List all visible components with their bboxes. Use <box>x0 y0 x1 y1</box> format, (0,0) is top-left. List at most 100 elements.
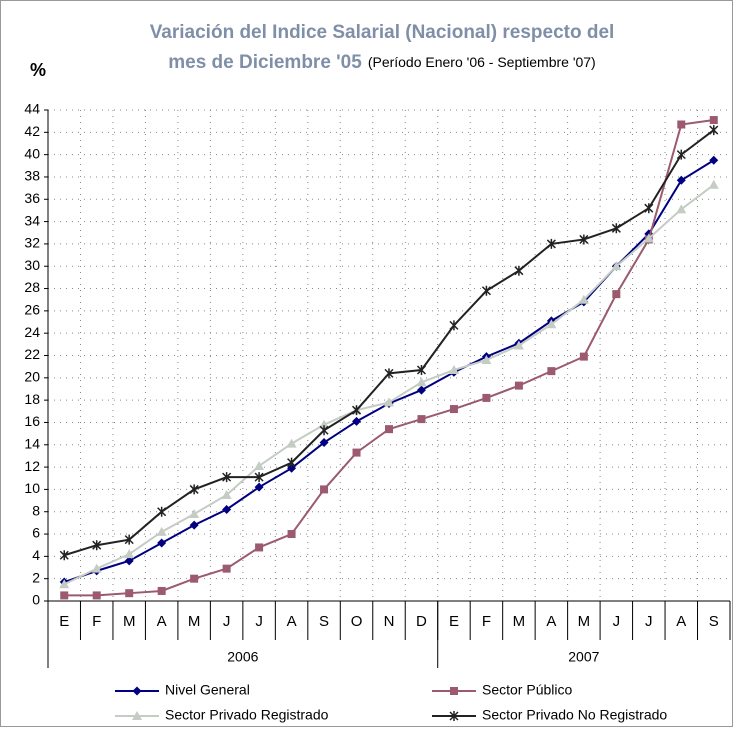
y-tick-label: 0 <box>32 592 40 608</box>
y-tick-label: 12 <box>24 458 40 474</box>
series-marker <box>189 508 200 518</box>
y-tick-label: 34 <box>24 212 40 228</box>
x-tick-label: A <box>287 613 297 630</box>
y-tick-label: 18 <box>24 391 40 407</box>
series-marker <box>124 556 134 566</box>
x-group-label: 2007 <box>568 649 599 665</box>
chart-title: Variación del Indice Salarial (Nacional)… <box>150 22 615 43</box>
series-marker <box>255 543 264 552</box>
series-marker <box>125 589 134 598</box>
series-marker <box>611 261 622 271</box>
y-tick-label: 16 <box>24 413 40 429</box>
series-marker <box>287 457 297 468</box>
series-marker <box>157 506 167 517</box>
x-tick-label: J <box>223 613 231 630</box>
series-marker <box>709 155 719 165</box>
y-tick-label: 14 <box>24 435 40 451</box>
series-marker <box>449 405 458 414</box>
series-marker <box>708 179 719 189</box>
series-marker <box>190 574 199 583</box>
series-marker <box>385 425 393 434</box>
series-marker <box>514 381 523 390</box>
x-tick-label: O <box>351 613 363 630</box>
series-marker <box>612 290 621 299</box>
x-tick-label: F <box>482 613 491 630</box>
series-marker <box>644 203 654 214</box>
x-tick-label: E <box>449 613 459 630</box>
series-marker <box>416 377 427 387</box>
x-tick-label: M <box>123 613 136 630</box>
series-marker <box>352 416 362 426</box>
series-marker <box>384 368 394 379</box>
x-tick-label: A <box>676 613 686 630</box>
legend-marker <box>450 687 458 695</box>
series-marker <box>352 448 361 457</box>
series-marker <box>578 294 589 304</box>
x-group-label: 2006 <box>227 649 258 665</box>
y-tick-label: 30 <box>24 257 40 273</box>
series-marker <box>677 120 686 129</box>
x-tick-label: M <box>513 613 526 630</box>
x-tick-label: A <box>157 613 167 630</box>
series-marker <box>449 320 459 331</box>
series-marker <box>448 365 459 375</box>
series-marker <box>547 367 556 376</box>
y-tick-label: 20 <box>24 369 40 385</box>
series-marker <box>481 354 492 364</box>
series-marker <box>319 438 329 448</box>
x-tick-label: D <box>416 613 427 630</box>
y-tick-label: 26 <box>24 302 40 318</box>
series-marker <box>676 204 687 214</box>
series-marker <box>611 223 621 234</box>
series-marker <box>157 586 166 595</box>
series-marker <box>60 591 69 600</box>
y-tick-label: 42 <box>24 123 40 139</box>
x-tick-label: F <box>92 613 101 630</box>
x-tick-label: J <box>613 613 621 630</box>
series-marker <box>546 319 557 329</box>
series-marker <box>482 393 491 402</box>
x-tick-label: A <box>546 613 556 630</box>
legend-marker <box>132 711 142 720</box>
series-marker <box>579 234 589 245</box>
series-marker <box>92 540 102 551</box>
series-marker <box>676 149 686 160</box>
y-tick-label: 4 <box>32 547 40 563</box>
y-tick-label: 44 <box>24 101 40 117</box>
series-marker <box>709 125 719 136</box>
y-tick-label: 22 <box>24 346 40 362</box>
series-marker <box>189 484 199 495</box>
series-marker <box>579 352 588 361</box>
series-marker <box>254 472 264 483</box>
legend-label: Sector Público <box>482 682 572 698</box>
series-marker <box>92 591 101 600</box>
y-axis-label: % <box>30 60 46 80</box>
series-marker <box>513 340 524 350</box>
series-marker <box>709 116 718 125</box>
x-tick-label: N <box>384 613 395 630</box>
series-marker <box>59 579 70 589</box>
y-tick-label: 2 <box>32 569 40 585</box>
series-marker <box>189 520 199 530</box>
legend-label: Sector Privado No Registrado <box>482 707 667 723</box>
series-marker <box>481 285 491 296</box>
y-tick-label: 10 <box>24 480 40 496</box>
legend-marker <box>449 711 459 721</box>
series-marker <box>91 563 102 573</box>
x-tick-label: M <box>578 613 591 630</box>
series-marker <box>254 482 264 492</box>
series-marker <box>643 233 654 243</box>
y-tick-label: 8 <box>32 502 40 518</box>
legend-label: Sector Privado Registrado <box>165 707 329 723</box>
series-marker <box>514 265 524 276</box>
y-tick-label: 40 <box>24 145 40 161</box>
x-tick-label: J <box>255 613 263 630</box>
y-tick-label: 32 <box>24 235 40 251</box>
x-tick-label: J <box>645 613 653 630</box>
x-tick-label: M <box>188 613 201 630</box>
y-tick-label: 36 <box>24 190 40 206</box>
series-marker <box>221 489 232 499</box>
series-marker <box>124 534 134 545</box>
series-marker <box>417 415 426 424</box>
